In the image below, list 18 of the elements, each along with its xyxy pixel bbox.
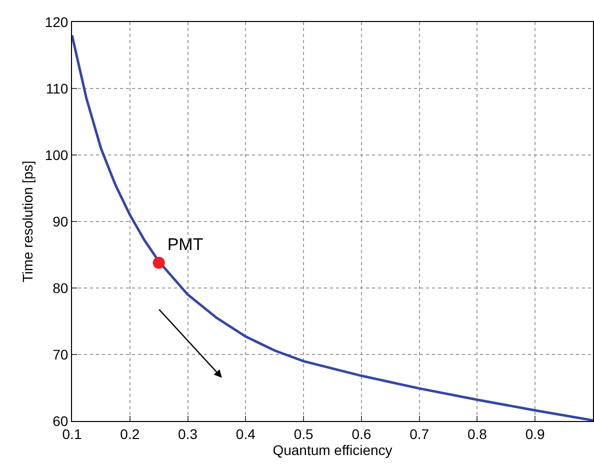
y-axis-title: Time resolution [ps] bbox=[19, 160, 36, 282]
x-axis-title: Quantum efficiency bbox=[272, 442, 392, 458]
y-tick-label: 80 bbox=[52, 280, 68, 296]
y-tick-label: 110 bbox=[46, 80, 68, 96]
x-tick-label: 0.8 bbox=[467, 426, 488, 442]
x-tick-label: 0.2 bbox=[120, 426, 140, 442]
y-tick-label: 90 bbox=[52, 213, 68, 230]
x-tick-label: 0.5 bbox=[294, 426, 314, 442]
x-tick-label: 0.6 bbox=[352, 426, 372, 442]
y-tick-label: 70 bbox=[52, 346, 68, 362]
y-tick-label: 100 bbox=[44, 146, 68, 163]
x-tick-label: 0.4 bbox=[236, 426, 256, 442]
line-series bbox=[72, 34, 593, 421]
x-tick-label: 0.9 bbox=[525, 426, 546, 442]
x-tick-label: 0.7 bbox=[410, 426, 430, 442]
series-label: PMT bbox=[167, 234, 204, 254]
y-tick-label: 120 bbox=[44, 14, 68, 30]
x-tick-label: 0.3 bbox=[178, 426, 198, 442]
